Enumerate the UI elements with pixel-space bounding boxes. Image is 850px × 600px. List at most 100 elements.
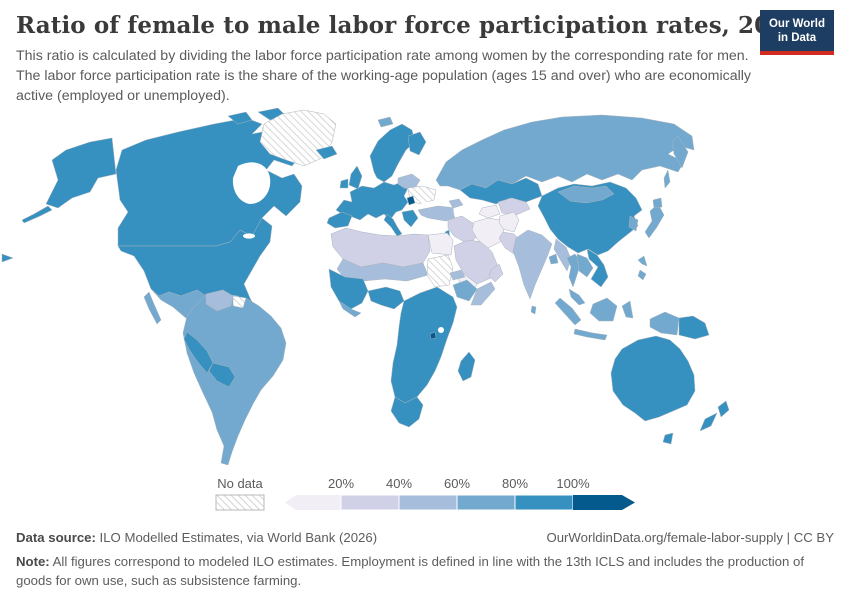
region-peru[interactable]	[183, 331, 214, 374]
region-central-asia[interactable]	[497, 197, 531, 216]
region-kazakhstan[interactable]	[459, 177, 543, 205]
region-somalia[interactable]	[470, 281, 496, 306]
source-link[interactable]: OurWorldinData.org/female-labor-supply |…	[546, 530, 834, 545]
data-source-label: Data source:	[16, 530, 96, 545]
region-myanmar[interactable]	[553, 238, 572, 272]
owid-logo-line2: in Data	[777, 32, 817, 45]
legend-tick-100: 100%	[556, 476, 590, 491]
region-bolivia[interactable]	[208, 362, 236, 388]
region-svalbard[interactable]	[377, 116, 394, 128]
region-italy[interactable]	[383, 213, 403, 237]
region-caucasus[interactable]	[448, 198, 464, 209]
region-guyana[interactable]	[232, 295, 247, 309]
region-baja[interactable]	[143, 291, 162, 325]
region-sulawesi[interactable]	[621, 300, 634, 319]
region-europe[interactable]	[335, 180, 409, 221]
region-sudan[interactable]	[426, 254, 454, 288]
chart-note: Note: All figures correspond to modeled …	[16, 552, 834, 590]
legend-bin-5[interactable]	[514, 494, 574, 511]
note-label: Note:	[16, 554, 50, 569]
region-iraq-syria[interactable]	[447, 215, 479, 245]
region-madagascar[interactable]	[457, 351, 476, 382]
region-iceland[interactable]	[315, 145, 338, 160]
region-png[interactable]	[678, 315, 710, 340]
region-japan[interactable]	[644, 203, 665, 239]
hudson-bay	[232, 162, 271, 204]
owid-logo[interactable]: Our World in Data	[759, 10, 834, 55]
region-indochina[interactable]	[576, 253, 594, 278]
legend-tick-40: 40%	[386, 476, 412, 491]
chart-subtitle: This ratio is calculated by dividing the…	[16, 48, 752, 105]
region-vietnam[interactable]	[586, 248, 609, 288]
owid-logo-line1: Our World	[768, 18, 825, 30]
note-text: All figures correspond to modeled ILO es…	[16, 554, 805, 589]
region-finland[interactable]	[407, 131, 427, 156]
region-sumatra[interactable]	[554, 297, 582, 326]
region-java[interactable]	[573, 328, 608, 341]
region-new-zealand[interactable]	[699, 400, 730, 432]
data-source: Data source: ILO Modelled Estimates, via…	[16, 530, 377, 545]
region-nigeria[interactable]	[367, 286, 405, 310]
region-west-new-guinea[interactable]	[649, 311, 680, 336]
region-iberia[interactable]	[326, 211, 353, 229]
chart-header: Ratio of female to male labor force part…	[16, 12, 834, 106]
region-sakhalin[interactable]	[663, 169, 671, 189]
region-southern-africa[interactable]	[390, 396, 424, 428]
data-source-text: ILO Modelled Estimates, via World Bank (…	[95, 530, 378, 545]
region-iran[interactable]	[471, 217, 505, 249]
region-india[interactable]	[512, 229, 553, 300]
region-oman[interactable]	[488, 263, 504, 283]
region-sri-lanka[interactable]	[530, 305, 537, 315]
region-greenland[interactable]	[259, 109, 337, 167]
no-data-label: No data	[217, 476, 263, 491]
region-bangladesh[interactable]	[548, 253, 559, 265]
map-legend: No data 20% 40% 60% 80% 100%	[0, 470, 850, 518]
lake-victoria	[438, 327, 444, 333]
region-egypt[interactable]	[427, 232, 454, 256]
region-australia[interactable]	[610, 335, 696, 422]
region-wa-coast[interactable]	[338, 300, 362, 318]
legend-bin-4[interactable]	[456, 494, 516, 511]
region-turkmenistan[interactable]	[478, 204, 501, 219]
region-malaysia[interactable]	[568, 288, 586, 306]
legend-bin-3[interactable]	[398, 494, 458, 511]
region-moldova[interactable]	[406, 195, 416, 206]
region-tasmania[interactable]	[662, 432, 674, 445]
region-borneo[interactable]	[589, 297, 618, 322]
legend-bin-6[interactable]	[573, 495, 635, 510]
legend-bin-2[interactable]	[340, 494, 400, 511]
region-alaska-aleutians[interactable]	[21, 205, 53, 224]
region-west-africa[interactable]	[328, 268, 369, 310]
legend-tick-80: 80%	[502, 476, 528, 491]
legend-tick-20: 20%	[328, 476, 354, 491]
region-venezuela[interactable]	[205, 289, 234, 312]
region-turkey[interactable]	[417, 205, 462, 222]
region-hokkaido[interactable]	[652, 197, 663, 209]
region-philippines[interactable]	[637, 255, 648, 281]
region-ireland[interactable]	[339, 178, 349, 189]
no-data-swatch[interactable]	[215, 494, 265, 511]
region-china[interactable]	[537, 181, 643, 256]
great-lakes	[243, 233, 255, 239]
region-central-africa[interactable]	[390, 286, 458, 404]
chart-footer: Data source: ILO Modelled Estimates, via…	[16, 530, 834, 590]
region-uk[interactable]	[348, 165, 363, 190]
region-eritrea[interactable]	[449, 269, 466, 281]
region-mongolia[interactable]	[557, 185, 615, 204]
region-ethiopia[interactable]	[452, 279, 478, 302]
region-alaska[interactable]	[45, 137, 117, 209]
region-kamchatka[interactable]	[671, 135, 689, 169]
region-thailand[interactable]	[566, 253, 582, 288]
page-title: Ratio of female to male labor force part…	[16, 12, 803, 39]
region-balkans[interactable]	[401, 209, 419, 228]
region-hawaii[interactable]	[1, 253, 14, 263]
region-russia[interactable]	[435, 114, 695, 191]
world-map	[0, 107, 850, 470]
legend-tick-60: 60%	[444, 476, 470, 491]
legend-bin-1[interactable]	[285, 495, 341, 510]
region-afghanistan[interactable]	[498, 211, 520, 233]
region-rwanda-burundi[interactable]	[429, 331, 437, 340]
region-korea[interactable]	[628, 215, 639, 232]
region-scandinavia[interactable]	[369, 123, 416, 183]
